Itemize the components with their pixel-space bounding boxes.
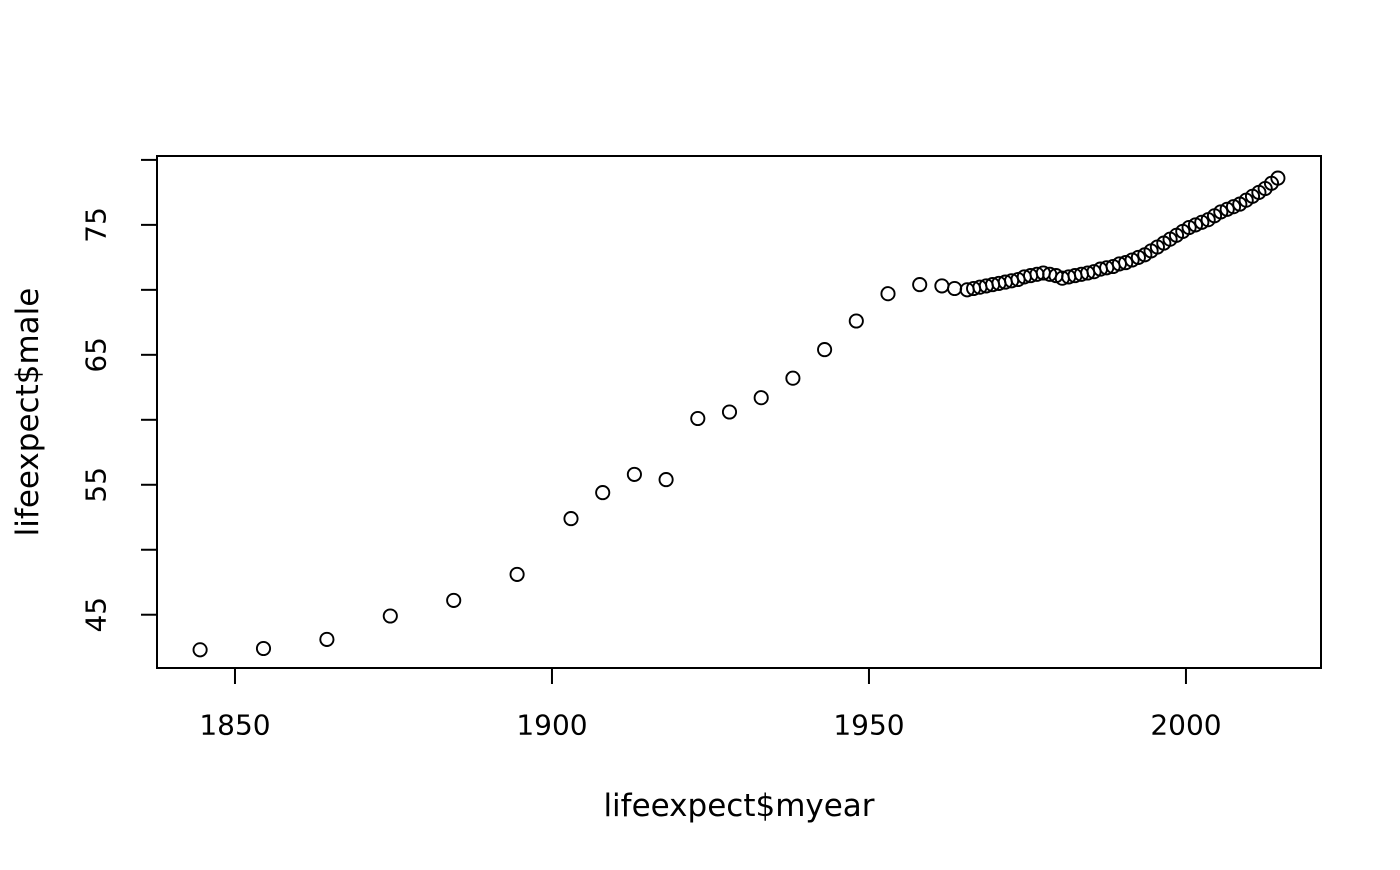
y-tick-label: 55 <box>80 467 113 503</box>
data-point <box>848 313 864 329</box>
y-tick-label: 65 <box>80 337 113 373</box>
data-points <box>192 170 1286 658</box>
x-tick-label: 1850 <box>199 709 270 742</box>
x-axis: 1850 1900 1950 2000 <box>199 668 1222 742</box>
data-point <box>563 511 579 527</box>
data-point <box>785 370 801 386</box>
data-point <box>509 566 525 582</box>
data-point <box>446 592 462 608</box>
data-point <box>192 642 208 658</box>
data-point <box>595 485 611 501</box>
data-point <box>934 278 950 294</box>
y-axis-label: lifeexpect$male <box>10 288 46 537</box>
data-point <box>255 640 272 657</box>
data-point <box>721 404 738 420</box>
data-point <box>817 342 833 358</box>
data-point <box>690 410 706 427</box>
data-point <box>947 280 963 297</box>
data-point <box>319 631 335 647</box>
x-tick-label: 2000 <box>1150 709 1221 742</box>
data-point <box>626 466 642 482</box>
plot-border <box>156 155 1322 669</box>
data-point <box>880 286 896 302</box>
data-point <box>753 390 769 406</box>
y-tick-label: 45 <box>80 597 113 633</box>
data-point <box>912 277 928 293</box>
x-tick-label: 1900 <box>516 709 587 742</box>
data-point <box>382 608 398 624</box>
data-point <box>658 472 674 488</box>
x-axis-label: lifeexpect$myear <box>603 788 874 824</box>
x-tick-label: 1950 <box>833 709 904 742</box>
data-point <box>1270 170 1286 186</box>
y-axis: 45 55 65 75 <box>80 158 157 633</box>
y-tick-label: 75 <box>80 207 113 243</box>
